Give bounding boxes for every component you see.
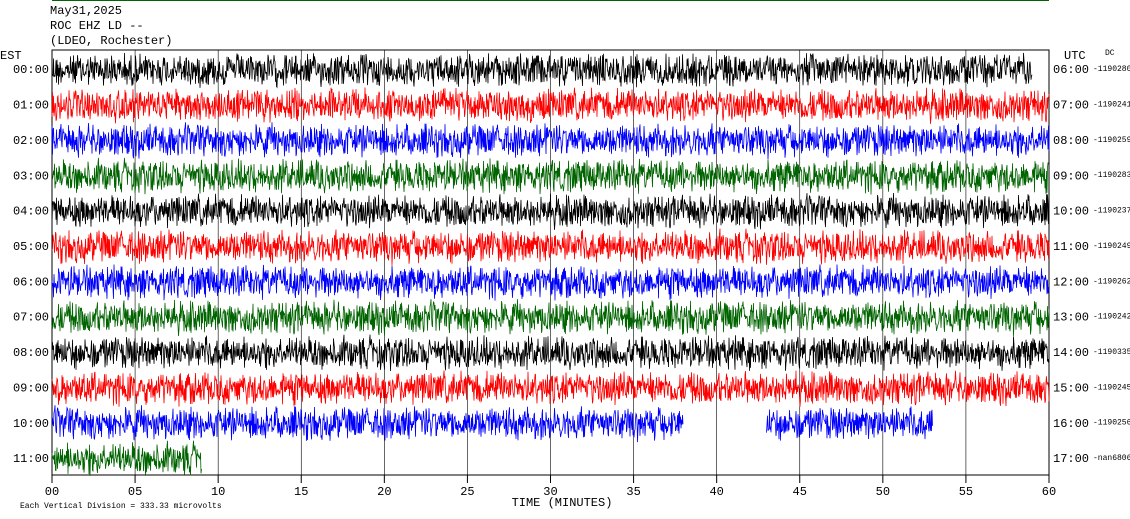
x-tick-label: 50	[876, 485, 890, 499]
utc-label: 14:00	[1053, 346, 1089, 360]
x-tick-label: 25	[460, 485, 474, 499]
dc-value: -1190283	[1093, 171, 1130, 180]
x-tick-label: 30	[543, 485, 557, 499]
dc-value: -1190242	[1093, 313, 1130, 322]
trace-segment	[51, 299, 1050, 337]
trace-segment	[51, 157, 1050, 195]
dc-value: -1190280	[1093, 65, 1130, 74]
x-tick-label: 20	[377, 485, 391, 499]
utc-label: 09:00	[1053, 169, 1089, 183]
est-label: 10:00	[13, 417, 49, 431]
utc-label: 16:00	[1053, 417, 1089, 431]
est-label: 04:00	[13, 205, 49, 219]
utc-label: 13:00	[1053, 311, 1089, 325]
x-tick-label: 40	[709, 485, 723, 499]
est-label: 08:00	[13, 346, 49, 360]
utc-label: 06:00	[1053, 63, 1089, 77]
x-tick-label: 45	[793, 485, 807, 499]
trace-segment	[51, 122, 1050, 160]
trace-segment	[51, 440, 202, 476]
x-tick-label: 60	[1042, 485, 1056, 499]
x-axis-label: TIME (MINUTES)	[512, 496, 613, 510]
trace-segment	[51, 228, 1050, 266]
trace-segment	[766, 406, 933, 441]
dc-value: -1190335	[1093, 348, 1130, 357]
dc-value: -1190245	[1093, 383, 1130, 392]
title-line: May31,2025	[50, 4, 122, 18]
dc-value: -1190241	[1093, 100, 1130, 109]
dc-value: -1190256	[1093, 419, 1130, 428]
est-label: 06:00	[13, 275, 49, 289]
trace-segment	[51, 52, 1033, 89]
utc-label: 07:00	[1053, 99, 1089, 113]
est-label: 03:00	[13, 169, 49, 183]
footer: Each Vertical Division = 333.33 microvol…	[20, 502, 222, 511]
title-line: (LDEO, Rochester)	[50, 34, 172, 48]
x-tick-label: 35	[626, 485, 640, 499]
est-label: 11:00	[13, 452, 49, 466]
x-tick-label: 10	[211, 485, 225, 499]
utc-label: 08:00	[1053, 134, 1089, 148]
x-tick-label: 55	[959, 485, 973, 499]
trace-segment	[51, 264, 1050, 301]
x-tick-label: 05	[128, 485, 142, 499]
dc-value: -1190237	[1093, 207, 1130, 216]
trace-segment	[51, 87, 1050, 124]
dc-label: DC	[1105, 49, 1115, 58]
x-tick-label: 00	[45, 485, 59, 499]
est-label: 09:00	[13, 381, 49, 395]
trace-segment	[51, 334, 1050, 372]
dc-value: -1190262	[1093, 277, 1130, 286]
trace-segment	[51, 370, 1050, 407]
trace-segment	[51, 405, 684, 443]
est-label: 00:00	[13, 63, 49, 77]
x-tick-label: 15	[294, 485, 308, 499]
est-label: 07:00	[13, 311, 49, 325]
utc-label: 11:00	[1053, 240, 1089, 254]
utc-label: 12:00	[1053, 275, 1089, 289]
utc-label: 17:00	[1053, 452, 1089, 466]
est-label: 05:00	[13, 240, 49, 254]
dc-value: -nan6806	[1093, 454, 1130, 463]
trace-segment	[51, 192, 1050, 230]
utc-label: 10:00	[1053, 205, 1089, 219]
dc-value: -1190259	[1093, 136, 1130, 145]
dc-value: -1190249	[1093, 242, 1130, 251]
left-axis-label: EST	[0, 49, 22, 63]
est-label: 02:00	[13, 134, 49, 148]
utc-label: 15:00	[1053, 381, 1089, 395]
right-axis-label: UTC	[1064, 49, 1086, 63]
est-label: 01:00	[13, 99, 49, 113]
title-line: ROC EHZ LD --	[50, 19, 144, 33]
